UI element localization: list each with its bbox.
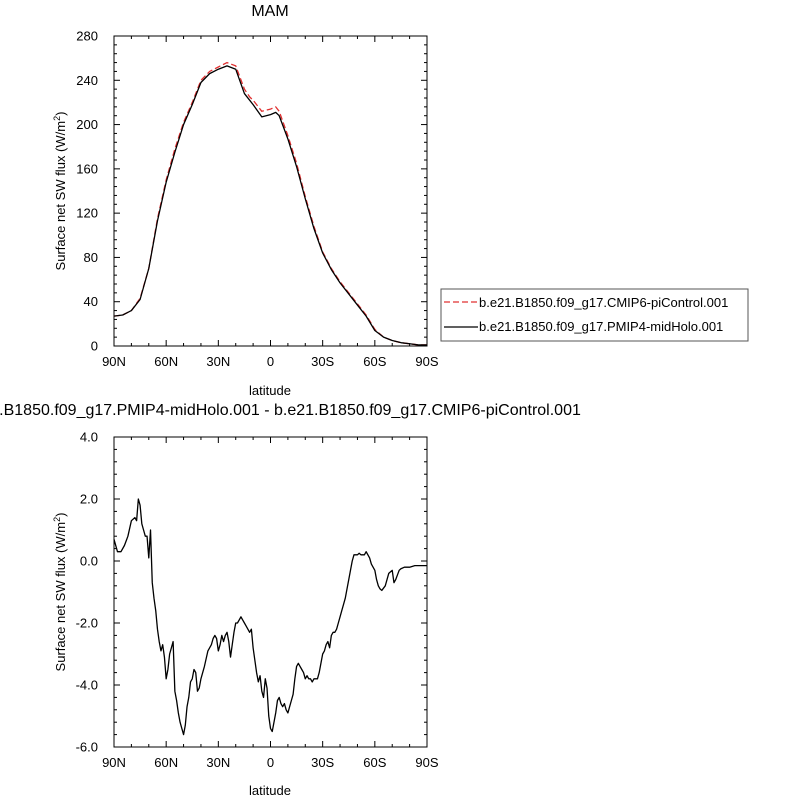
- bottom-plot-xtick-label: 0: [267, 755, 274, 770]
- top-plot-ytick-label: 120: [76, 206, 98, 221]
- bottom-plot-ticks: 90N 60N 30N 0 30S 60S 90S 4.0 2.0 0.0 -2.0 -4.0 -6.0: [76, 430, 439, 771]
- bottom-plot-xtick-label: 30S: [311, 755, 334, 770]
- bottom-plot-xtick-label: 90S: [415, 755, 438, 770]
- bottom-plot-xtick-label: 60N: [154, 755, 178, 770]
- top-plot-xlabel: latitude: [249, 383, 291, 398]
- bottom-plot-ylabel-superscript: 2: [52, 517, 62, 522]
- top-plot-ytick-label: 40: [84, 294, 98, 309]
- top-plot-ytick-label: 80: [84, 250, 98, 265]
- bottom-plot-xtick-label: 90N: [102, 755, 126, 770]
- top-plot-frame: [113, 35, 428, 347]
- bottom-plot-ylabel: Surface net SW flux (W/m2): [52, 513, 68, 672]
- bottom-plot-series: [113, 498, 427, 736]
- top-plot-ytick-label: 200: [76, 117, 98, 132]
- top-plot-ytick-label: 280: [76, 29, 98, 44]
- top-plot-ylabel-superscript: 2: [52, 116, 62, 121]
- bottom-plot-title: b.e21.B1850.f09_g17.PMIP4-midHolo.001 - …: [0, 402, 581, 419]
- top-plot-xtick-label: 0: [267, 354, 274, 369]
- top-plot-ylabel-end: ): [53, 112, 68, 116]
- bottom-plot-ylabel-end: ): [53, 513, 68, 517]
- top-plot-xtick-label: 90N: [102, 354, 126, 369]
- top-plot-series: [113, 61, 427, 346]
- legend: b.e21.B1850.f09_g17.CMIP6-piControl.001 …: [440, 288, 749, 342]
- top-plot-ytick-label: 240: [76, 73, 98, 88]
- top-plot-ylabel: Surface net SW flux (W/m2): [52, 112, 68, 271]
- top-plot-xtick-label: 60S: [363, 354, 386, 369]
- top-plot-xtick-label: 30N: [206, 354, 230, 369]
- top-plot-xtick-label: 60N: [154, 354, 178, 369]
- top-plot-ytick-label: 0: [91, 339, 98, 354]
- top-plot-ytick-label: 160: [76, 161, 98, 176]
- bottom-plot-xtick-label: 30N: [206, 755, 230, 770]
- bottom-plot-ylabel-text: Surface net SW flux (W/m: [53, 522, 68, 672]
- bottom-plot-ytick-label: -6.0: [76, 740, 98, 755]
- top-plot-xtick-label: 30S: [311, 354, 334, 369]
- bottom-plot-series-line-0: [113, 498, 427, 736]
- bottom-plot-ytick-label: 0.0: [80, 554, 98, 569]
- bottom-plot-ytick-label: 2.0: [80, 492, 98, 507]
- top-plot-title: MAM: [251, 3, 288, 20]
- bottom-plot-xtick-label: 60S: [363, 755, 386, 770]
- bottom-plot: b.e21.B1850.f09_g17.PMIP4-midHolo.001 - …: [0, 402, 581, 798]
- top-plot-ticks: 90N 60N 30N 0 30S 60S 90S 0 40 80 120 160 200 240 280: [76, 29, 439, 370]
- bottom-plot-ytick-label: 4.0: [80, 430, 98, 445]
- bottom-plot-xlabel: latitude: [249, 783, 291, 798]
- top-plot-ylabel-text: Surface net SW flux (W/m: [53, 121, 68, 271]
- legend-frame: [440, 288, 749, 342]
- bottom-plot-ytick-label: -4.0: [76, 678, 98, 693]
- top-plot-xtick-label: 90S: [415, 354, 438, 369]
- legend-label-picontrol: b.e21.B1850.f09_g17.CMIP6-piControl.001: [479, 295, 728, 310]
- top-plot-series-line-0: [113, 61, 427, 346]
- top-plot-series-line-1: [113, 65, 427, 346]
- legend-label-midholo: b.e21.B1850.f09_g17.PMIP4-midHolo.001: [479, 319, 723, 334]
- bottom-plot-ytick-label: -2.0: [76, 616, 98, 631]
- bottom-plot-frame: [113, 436, 428, 748]
- top-plot: MAM 90N 60N 30N 0 30S 60S 90S 0 40 80 120 160 200 240…: [52, 3, 439, 398]
